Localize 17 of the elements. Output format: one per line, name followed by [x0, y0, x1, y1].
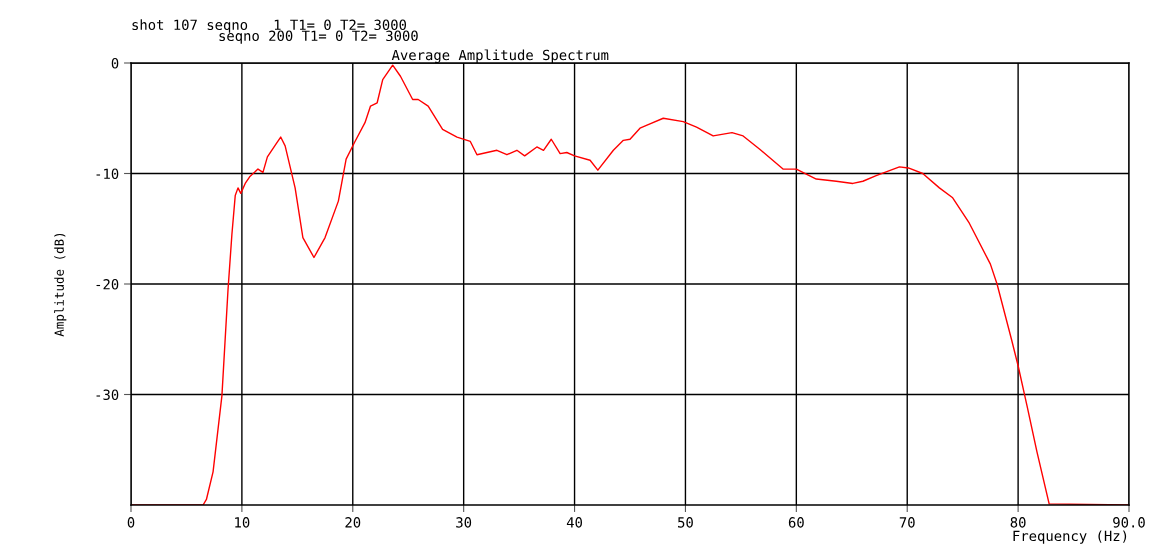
- x-tick-label: 20: [345, 517, 361, 528]
- x-tick-label: 60: [788, 517, 804, 528]
- x-axis-title: Frequency (Hz): [1013, 530, 1127, 544]
- x-tick-label: 50: [678, 517, 693, 528]
- y-axis-title: Amplitude (dB): [54, 233, 67, 337]
- x-tick-label: 70: [899, 517, 915, 528]
- x-tick-label: 80: [1010, 517, 1026, 528]
- chart-title: Average Amplitude Spectrum: [391, 49, 609, 63]
- y-tick-label: -10: [96, 168, 119, 180]
- y-tick-label: 0: [111, 58, 119, 69]
- x-tick-label: 90.0: [1113, 517, 1145, 528]
- x-tick-label: 0: [127, 517, 135, 528]
- x-tick-label: 40: [566, 517, 583, 528]
- x-tick-label: 30: [456, 517, 472, 528]
- y-tick-label: -20: [96, 279, 119, 290]
- x-tick-label: 10: [235, 517, 250, 528]
- y-tick-label: -30: [96, 389, 119, 401]
